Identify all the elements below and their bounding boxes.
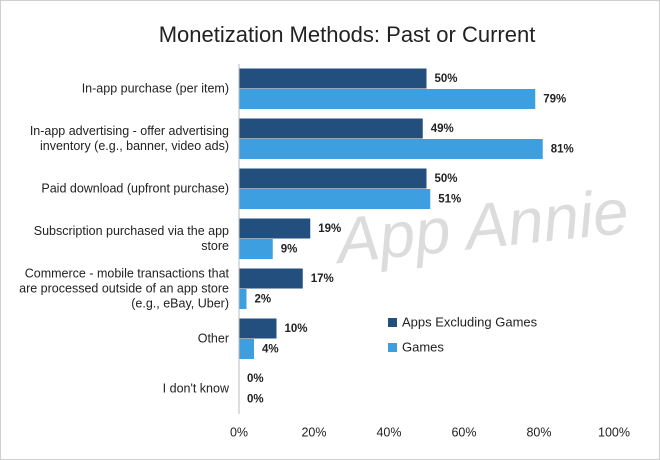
bar	[239, 68, 427, 89]
y-tick-label: I don't know	[162, 381, 229, 396]
x-tick-label: 60%	[451, 425, 476, 439]
value-label: 51%	[438, 193, 461, 205]
chart-title: Monetization Methods: Past or Current	[159, 22, 536, 47]
legend-swatch	[388, 318, 397, 327]
bar	[239, 268, 303, 289]
legend-swatch	[388, 343, 397, 352]
value-label: 81%	[551, 143, 574, 155]
y-tick-label: Paid download (upfront purchase)	[41, 181, 229, 196]
x-tick-label: 0%	[230, 425, 248, 439]
value-label: 0%	[247, 393, 264, 405]
bar	[239, 239, 273, 259]
bar	[239, 318, 277, 339]
x-tick-label: 40%	[376, 425, 401, 439]
value-label: 19%	[318, 223, 341, 235]
value-label: 50%	[435, 173, 458, 185]
x-tick-label: 100%	[598, 425, 630, 439]
legend-label: Apps Excluding Games	[402, 314, 538, 329]
y-tick-label: In-app purchase (per item)	[81, 81, 229, 96]
y-tick-label: In-app advertising - offer advertising i…	[29, 124, 229, 153]
y-tick-label: Subscription purchased via the app store	[33, 224, 229, 253]
bar	[239, 289, 247, 309]
value-label: 17%	[311, 273, 334, 285]
bar	[239, 189, 431, 209]
value-label: 0%	[247, 373, 264, 385]
bar	[239, 218, 311, 239]
legend-label: Games	[402, 339, 444, 354]
value-label: 4%	[262, 343, 279, 355]
x-tick-label: 80%	[526, 425, 551, 439]
value-label: 50%	[435, 73, 458, 85]
value-label: 2%	[255, 293, 272, 305]
bar	[239, 118, 423, 139]
x-tick-label: 20%	[301, 425, 326, 439]
value-label: 79%	[543, 93, 566, 105]
bar	[239, 89, 536, 109]
y-tick-label: Other	[197, 331, 229, 346]
value-label: 10%	[285, 323, 308, 335]
bar	[239, 139, 543, 159]
bar	[239, 168, 427, 189]
bar	[239, 339, 254, 359]
value-label: 49%	[431, 123, 454, 135]
y-tick-label: Commerce - mobile transactions that are …	[19, 266, 229, 311]
value-label: 9%	[281, 243, 298, 255]
